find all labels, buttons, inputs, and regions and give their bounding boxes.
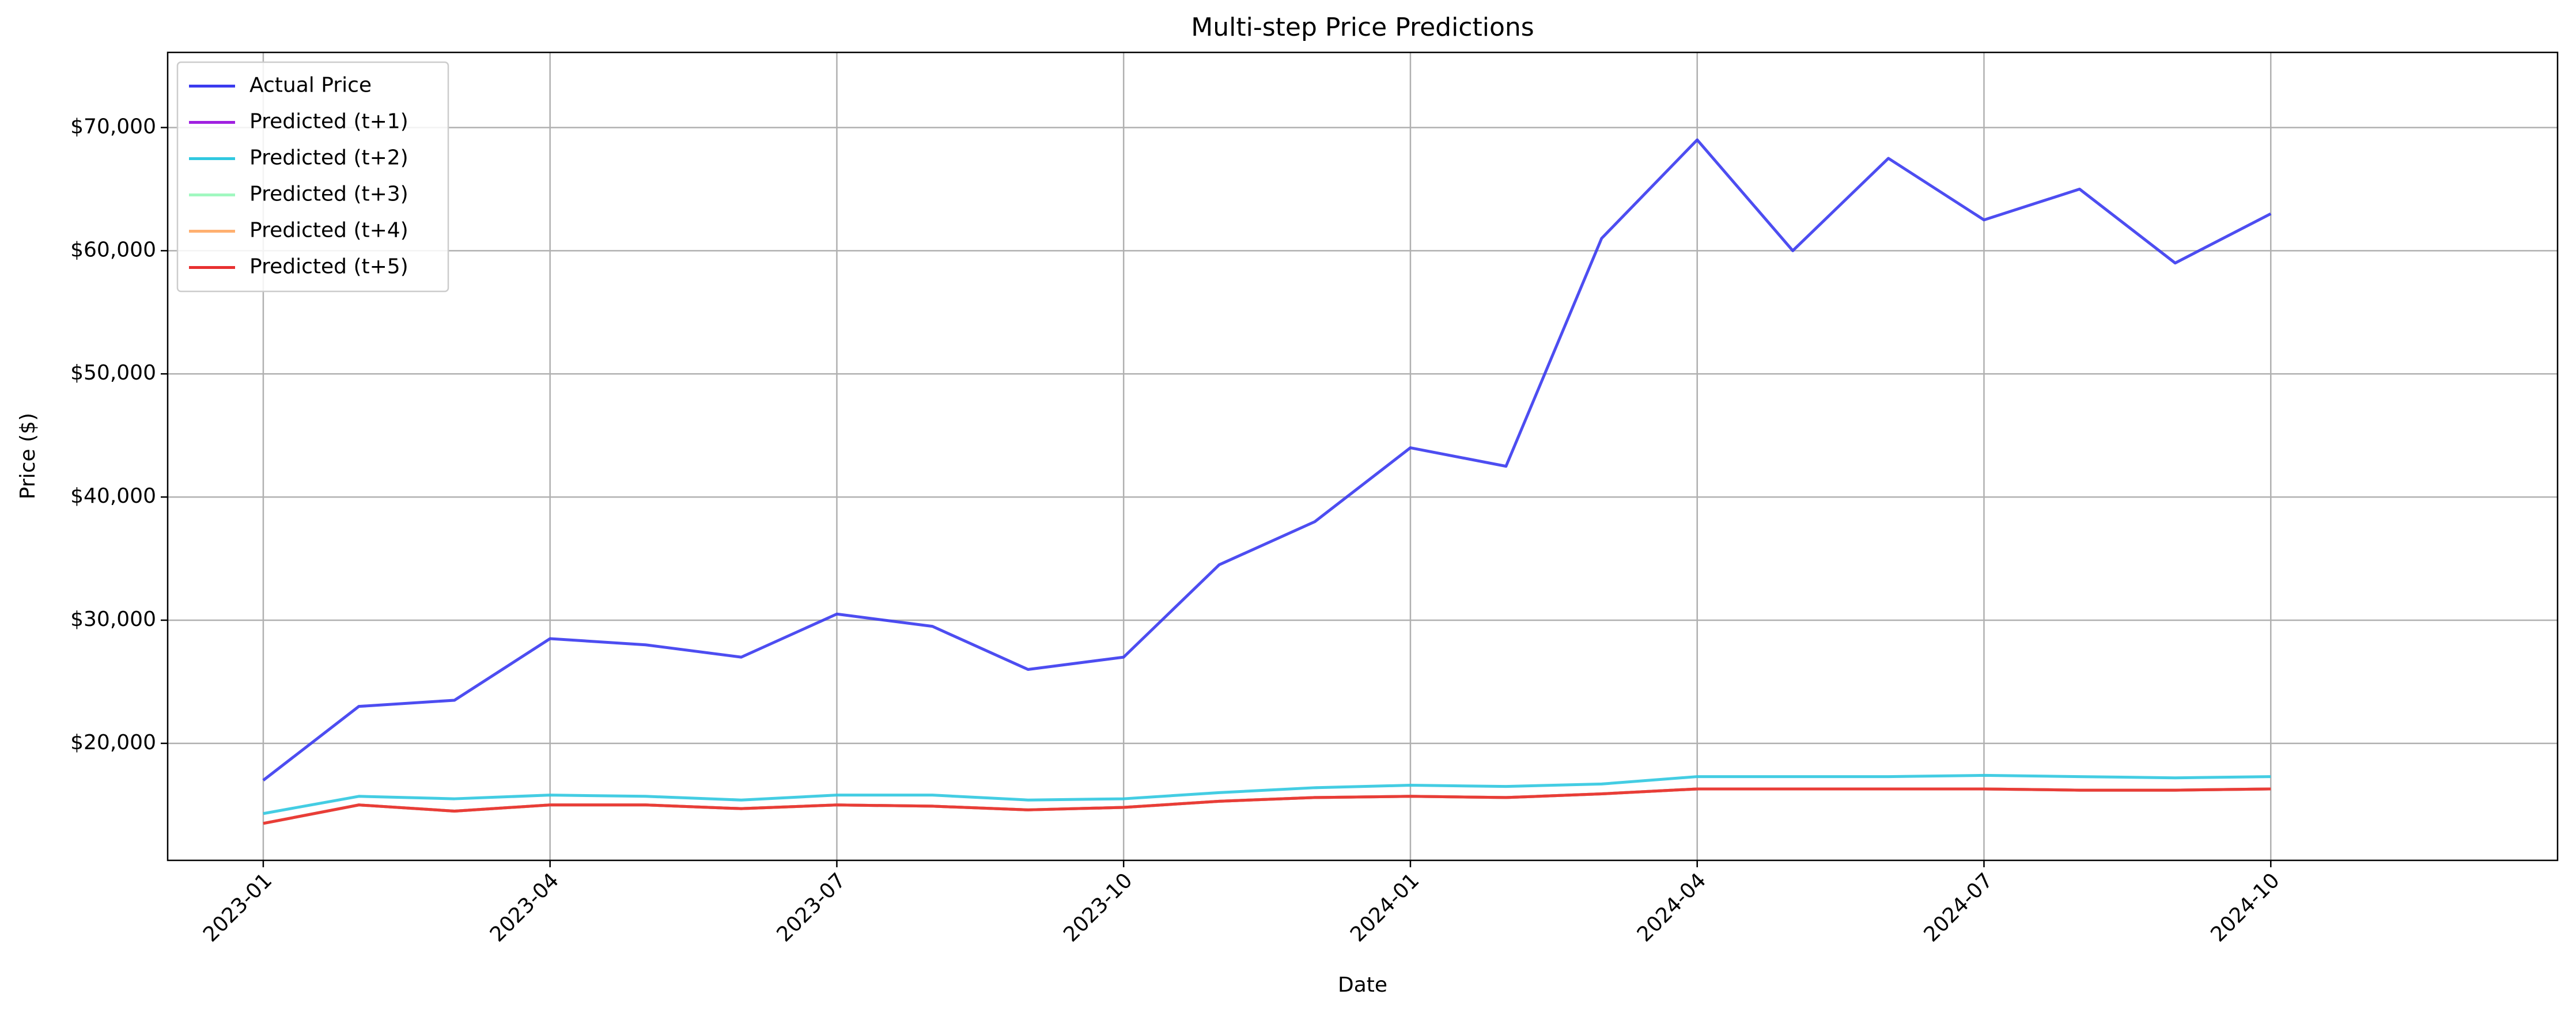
legend-label: Predicted (t+2) (249, 146, 408, 170)
x-tick-label: 2024-04 (1633, 868, 1711, 946)
x-tick-label: 2024-07 (1920, 868, 1998, 946)
x-axis-label: Date (1338, 973, 1387, 997)
series-line (263, 773, 2271, 815)
x-tick-label: 2023-04 (486, 868, 563, 946)
legend-label: Predicted (t+1) (249, 110, 408, 134)
y-tick-label: $70,000 (70, 115, 156, 138)
y-tick-label: $40,000 (70, 484, 156, 508)
series-line (262, 138, 2272, 781)
legend-label: Predicted (t+4) (249, 219, 408, 242)
x-tick-label: 2023-10 (1059, 868, 1137, 946)
legend-label: Predicted (t+3) (249, 183, 408, 206)
x-tick-label: 2024-01 (1346, 868, 1424, 946)
series-line (263, 787, 2271, 825)
chart-title: Multi-step Price Predictions (1191, 13, 1534, 42)
legend: Actual Price Predicted (t+1) Predicted (t+… (176, 61, 449, 293)
y-axis-label: Price ($) (16, 413, 40, 499)
x-tick-label: 2023-07 (773, 868, 850, 946)
legend-label: Actual Price (249, 74, 372, 97)
x-tick-label: 2023-01 (199, 868, 277, 946)
x-tick-label: 2024-10 (2206, 868, 2284, 946)
y-tick-label: $30,000 (70, 608, 156, 631)
y-tick-label: $60,000 (70, 238, 156, 261)
y-tick-label: $20,000 (70, 731, 156, 754)
y-tick-label: $50,000 (70, 361, 156, 385)
plot-frame (167, 51, 2559, 862)
legend-box (176, 61, 449, 293)
legend-label: Predicted (t+5) (249, 255, 408, 279)
